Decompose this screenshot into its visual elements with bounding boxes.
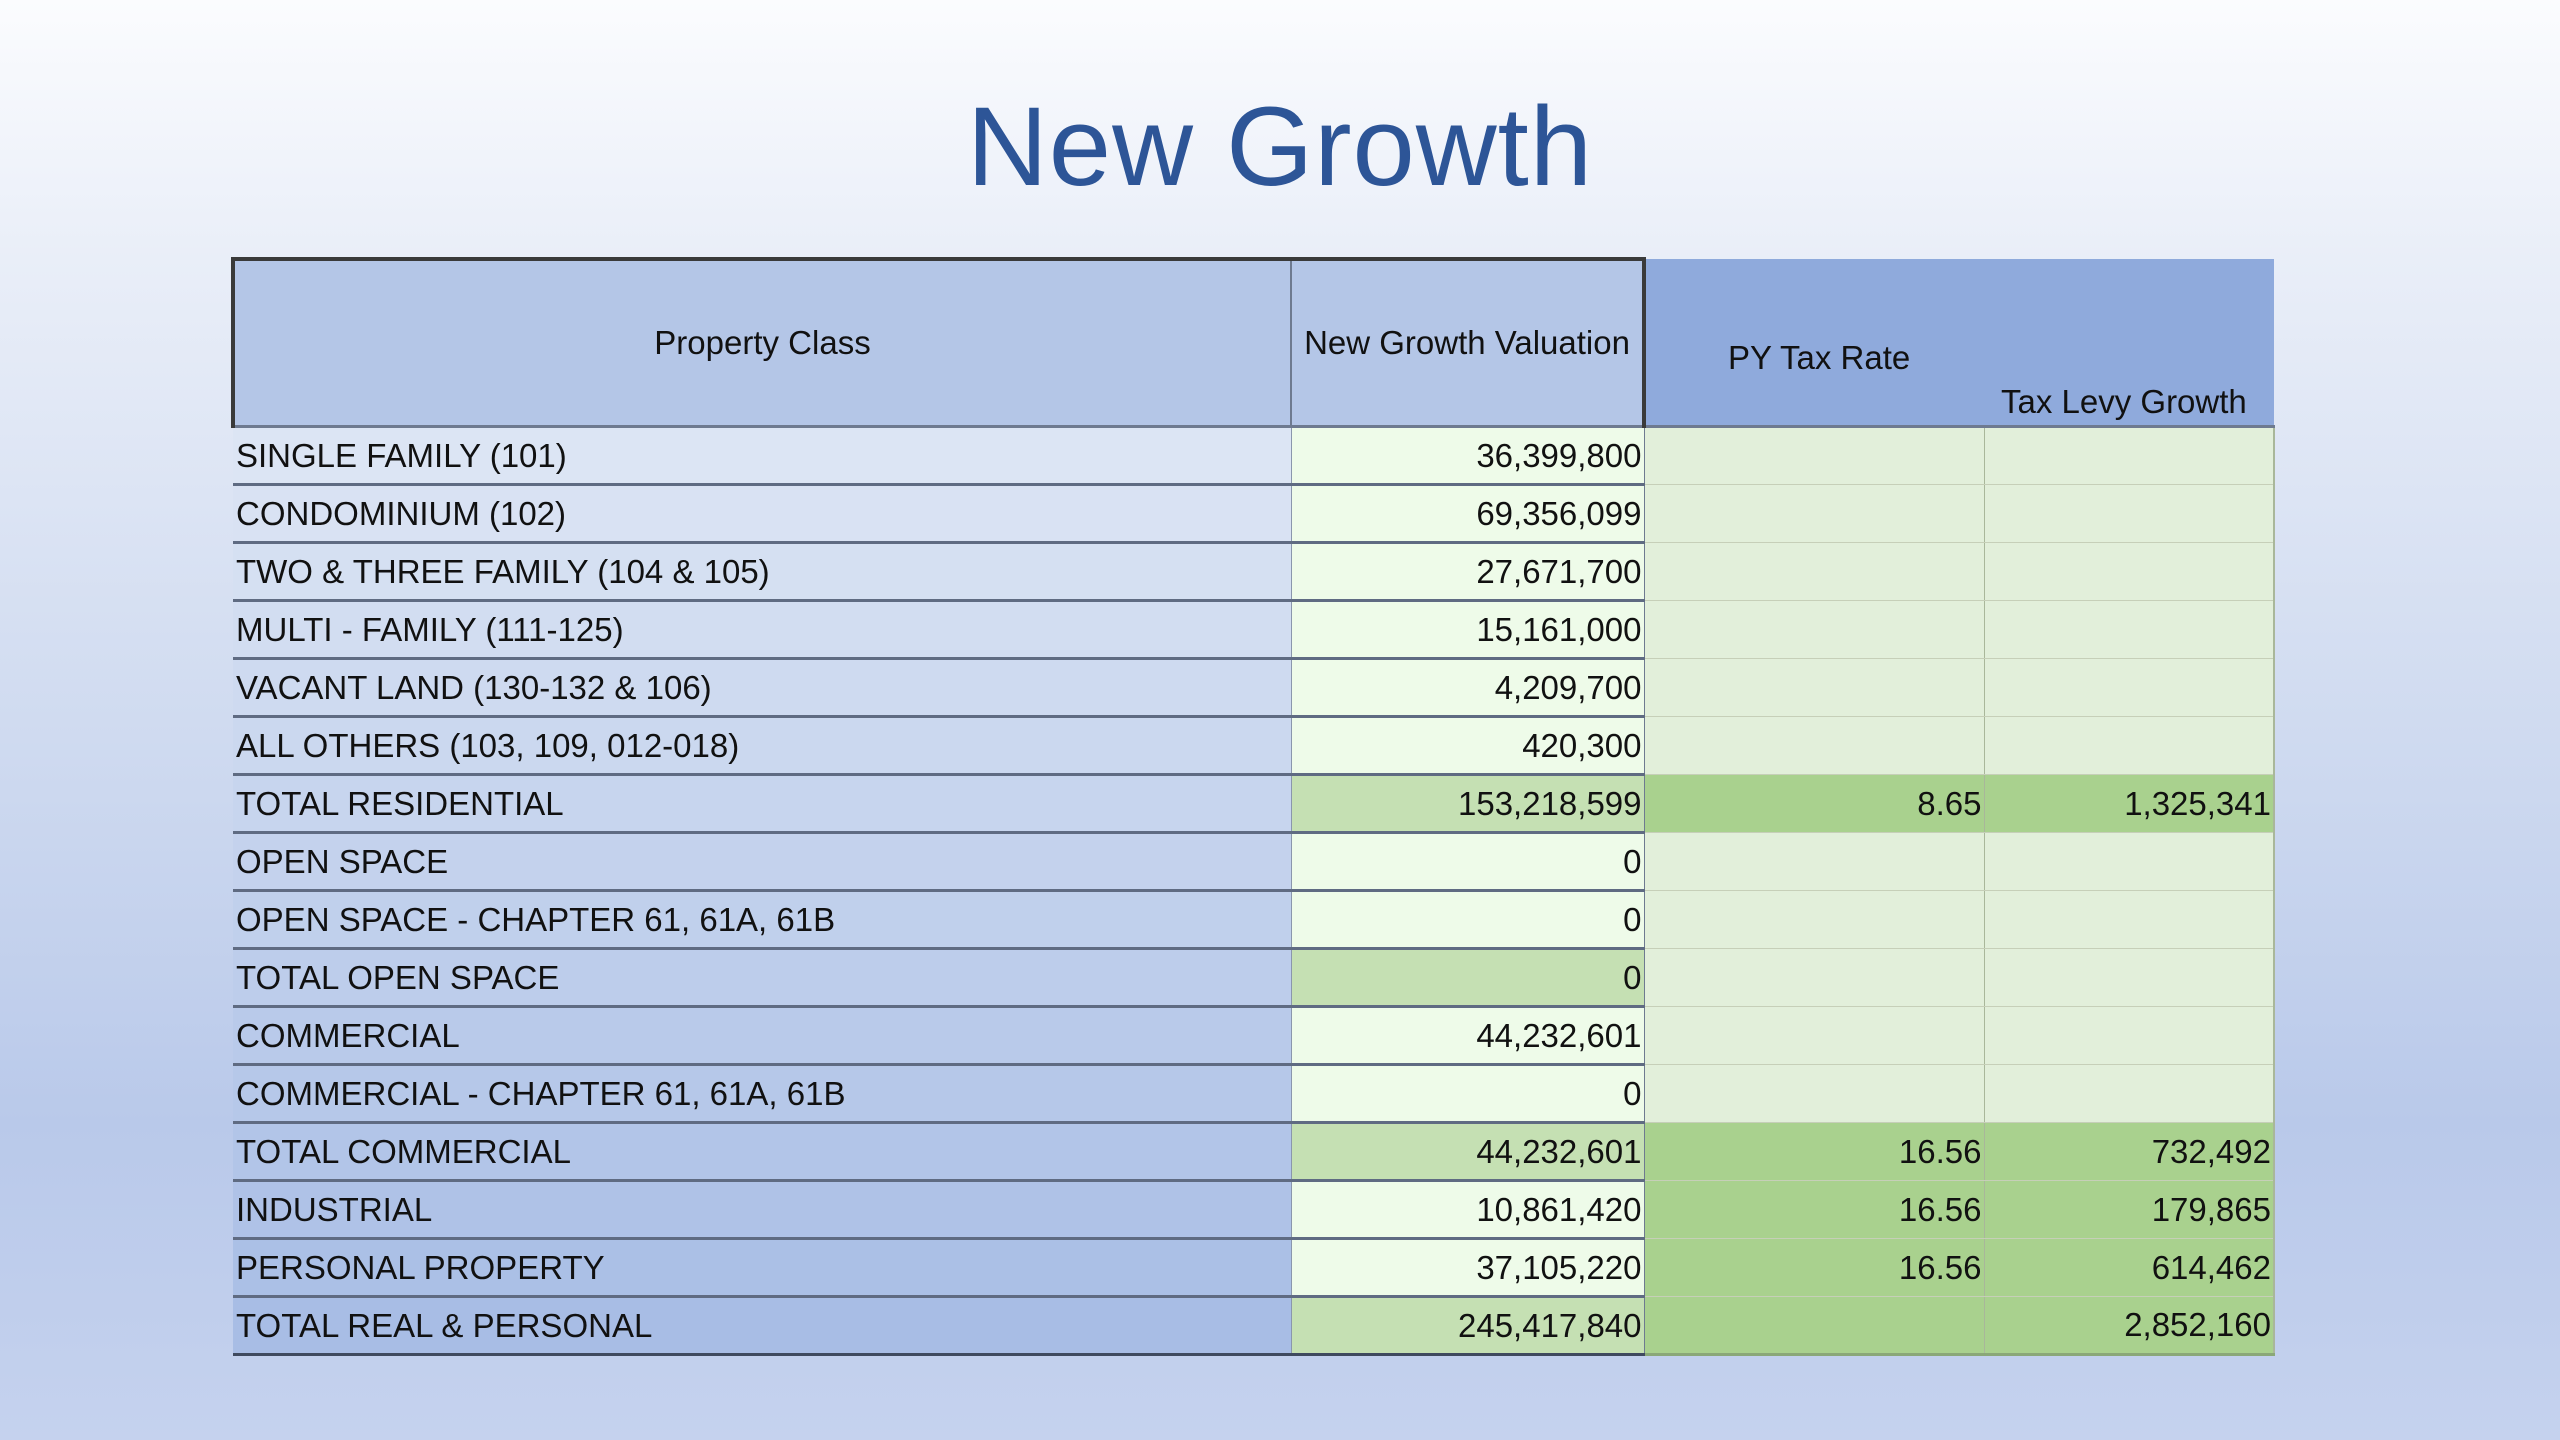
property-class-cell: TOTAL REAL & PERSONAL bbox=[233, 1296, 1292, 1356]
property-class-cell: VACANT LAND (130-132 & 106) bbox=[233, 658, 1292, 718]
header-tax-levy-growth-label: Tax Levy Growth bbox=[2001, 383, 2247, 420]
property-class-cell: OPEN SPACE - CHAPTER 61, 61A, 61B bbox=[233, 890, 1292, 950]
table-row: TOTAL RESIDENTIAL 153,218,599 8.65 1,325,34… bbox=[233, 774, 2275, 834]
py-tax-rate-cell: 8.65 bbox=[1644, 774, 1985, 833]
tax-levy-growth-cell bbox=[1984, 948, 2275, 1007]
tax-levy-growth-cell bbox=[1984, 426, 2275, 485]
py-tax-rate-cell: 16.56 bbox=[1644, 1122, 1985, 1181]
property-class-cell: ALL OTHERS (103, 109, 012-018) bbox=[233, 716, 1292, 776]
header-new-growth-valuation: New Growth Valuation bbox=[1291, 257, 1646, 428]
table-row: COMMERCIAL - CHAPTER 61, 61A, 61B 0 bbox=[233, 1064, 2275, 1124]
py-tax-rate-cell bbox=[1644, 484, 1985, 543]
slide-title: New Growth bbox=[966, 84, 1594, 209]
py-tax-rate-cell bbox=[1644, 658, 1985, 717]
table-body: SINGLE FAMILY (101) 36,399,800 CONDOMINIUM… bbox=[233, 426, 2275, 1356]
py-tax-rate-cell bbox=[1644, 542, 1985, 601]
property-class-cell: INDUSTRIAL bbox=[233, 1180, 1292, 1240]
property-class-cell: TOTAL RESIDENTIAL bbox=[233, 774, 1292, 834]
property-class-cell: COMMERCIAL bbox=[233, 1006, 1292, 1066]
valuation-cell: 0 bbox=[1291, 948, 1645, 1008]
valuation-cell: 44,232,601 bbox=[1291, 1122, 1645, 1182]
valuation-cell: 36,399,800 bbox=[1291, 426, 1645, 486]
valuation-cell: 69,356,099 bbox=[1291, 484, 1645, 544]
property-class-cell: TOTAL COMMERCIAL bbox=[233, 1122, 1292, 1182]
property-class-cell: OPEN SPACE bbox=[233, 832, 1292, 892]
valuation-cell: 37,105,220 bbox=[1291, 1238, 1645, 1298]
new-growth-table: Property Class New Growth Valuation PY T… bbox=[231, 257, 2275, 1356]
property-class-cell: SINGLE FAMILY (101) bbox=[233, 426, 1292, 486]
py-tax-rate-cell bbox=[1644, 1006, 1985, 1065]
tax-levy-growth-cell bbox=[1984, 658, 2275, 717]
tax-levy-growth-cell bbox=[1984, 542, 2275, 601]
tax-levy-growth-cell bbox=[1984, 484, 2275, 543]
table-row: COMMERCIAL 44,232,601 bbox=[233, 1006, 2275, 1066]
header-py-tax-rate: PY Tax Rate bbox=[1644, 259, 1984, 428]
valuation-cell: 10,861,420 bbox=[1291, 1180, 1645, 1240]
property-class-cell: CONDOMINIUM (102) bbox=[233, 484, 1292, 544]
py-tax-rate-cell bbox=[1644, 832, 1985, 891]
tax-levy-growth-cell bbox=[1984, 716, 2275, 775]
tax-levy-growth-cell: 1,325,341 bbox=[1984, 774, 2275, 833]
py-tax-rate-cell bbox=[1644, 426, 1985, 485]
py-tax-rate-cell bbox=[1644, 948, 1985, 1007]
header-py-tax-rate-label: PY Tax Rate bbox=[1728, 339, 1911, 376]
table-row: TOTAL REAL & PERSONAL 245,417,840 2,852,16… bbox=[233, 1296, 2275, 1356]
py-tax-rate-cell bbox=[1644, 890, 1985, 949]
tax-levy-growth-cell bbox=[1984, 832, 2275, 891]
table-row: CONDOMINIUM (102) 69,356,099 bbox=[233, 484, 2275, 544]
tax-levy-growth-cell: 179,865 bbox=[1984, 1180, 2275, 1239]
property-class-cell: TWO & THREE FAMILY (104 & 105) bbox=[233, 542, 1292, 602]
property-class-cell: COMMERCIAL - CHAPTER 61, 61A, 61B bbox=[233, 1064, 1292, 1124]
tax-levy-growth-cell bbox=[1984, 890, 2275, 949]
tax-levy-growth-cell bbox=[1984, 600, 2275, 659]
tax-levy-growth-cell: 2,852,160 bbox=[1984, 1296, 2275, 1356]
table-row: OPEN SPACE - CHAPTER 61, 61A, 61B 0 bbox=[233, 890, 2275, 950]
table-row: SINGLE FAMILY (101) 36,399,800 bbox=[233, 426, 2275, 486]
table-header-row: Property Class New Growth Valuation PY T… bbox=[231, 257, 2274, 428]
property-class-cell: MULTI - FAMILY (111-125) bbox=[233, 600, 1292, 660]
header-property-class-label: Property Class bbox=[654, 324, 871, 361]
valuation-cell: 245,417,840 bbox=[1291, 1296, 1645, 1356]
valuation-cell: 15,161,000 bbox=[1291, 600, 1645, 660]
header-new-growth-valuation-label: New Growth Valuation bbox=[1304, 324, 1630, 361]
table-row: TOTAL COMMERCIAL 44,232,601 16.56 732,492 bbox=[233, 1122, 2275, 1182]
valuation-cell: 0 bbox=[1291, 832, 1645, 892]
table-row: OPEN SPACE 0 bbox=[233, 832, 2275, 892]
header-tax-levy-growth: Tax Levy Growth bbox=[1984, 259, 2274, 428]
table-row: ALL OTHERS (103, 109, 012-018) 420,300 bbox=[233, 716, 2275, 776]
valuation-cell: 153,218,599 bbox=[1291, 774, 1645, 834]
valuation-cell: 44,232,601 bbox=[1291, 1006, 1645, 1066]
table-row: VACANT LAND (130-132 & 106) 4,209,700 bbox=[233, 658, 2275, 718]
property-class-cell: TOTAL OPEN SPACE bbox=[233, 948, 1292, 1008]
py-tax-rate-cell: 16.56 bbox=[1644, 1238, 1985, 1297]
py-tax-rate-cell bbox=[1644, 1064, 1985, 1123]
valuation-cell: 4,209,700 bbox=[1291, 658, 1645, 718]
tax-levy-growth-cell bbox=[1984, 1064, 2275, 1123]
table-row: PERSONAL PROPERTY 37,105,220 16.56 614,462 bbox=[233, 1238, 2275, 1298]
valuation-cell: 27,671,700 bbox=[1291, 542, 1645, 602]
table-row: TWO & THREE FAMILY (104 & 105) 27,671,700 bbox=[233, 542, 2275, 602]
py-tax-rate-cell bbox=[1644, 716, 1985, 775]
table-row: MULTI - FAMILY (111-125) 15,161,000 bbox=[233, 600, 2275, 660]
valuation-cell: 0 bbox=[1291, 1064, 1645, 1124]
py-tax-rate-cell bbox=[1644, 600, 1985, 659]
table-row: TOTAL OPEN SPACE 0 bbox=[233, 948, 2275, 1008]
new-growth-table-container: Property Class New Growth Valuation PY T… bbox=[231, 257, 2275, 1356]
valuation-cell: 420,300 bbox=[1291, 716, 1645, 776]
table-row: INDUSTRIAL 10,861,420 16.56 179,865 bbox=[233, 1180, 2275, 1240]
tax-levy-growth-cell bbox=[1984, 1006, 2275, 1065]
valuation-cell: 0 bbox=[1291, 890, 1645, 950]
tax-levy-growth-cell: 732,492 bbox=[1984, 1122, 2275, 1181]
header-property-class: Property Class bbox=[231, 257, 1292, 428]
py-tax-rate-cell: 16.56 bbox=[1644, 1180, 1985, 1239]
py-tax-rate-cell bbox=[1644, 1296, 1985, 1356]
tax-levy-growth-cell: 614,462 bbox=[1984, 1238, 2275, 1297]
property-class-cell: PERSONAL PROPERTY bbox=[233, 1238, 1292, 1298]
